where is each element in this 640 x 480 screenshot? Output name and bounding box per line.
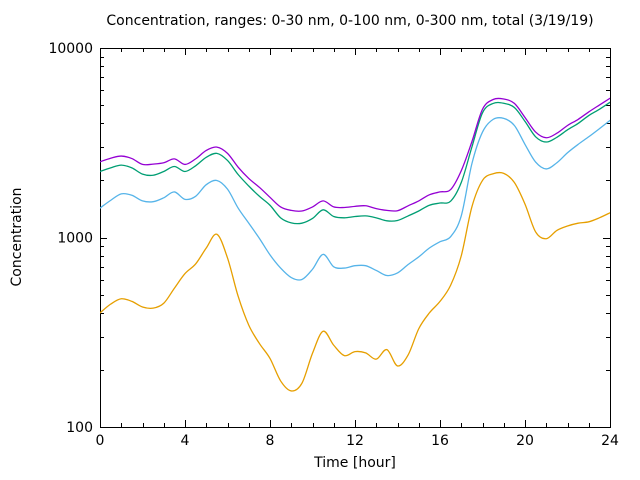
x-tick-label: 8 [266,433,275,449]
y-tick-label: 10000 [48,41,93,57]
x-tick-label: 20 [516,433,534,449]
series-line-0-100-nm [100,117,610,281]
y-tick-label: 100 [66,420,93,436]
plot-frame [100,48,611,428]
x-tick-label: 24 [601,433,619,449]
x-tick-label: 12 [346,433,364,449]
series-line-0-30-nm [100,171,610,392]
chart-title: Concentration, ranges: 0-30 nm, 0-100 nm… [106,13,594,29]
x-tick-label: 4 [181,433,190,449]
x-tick-label: 16 [431,433,449,449]
y-axis-label: Concentration [9,187,25,287]
x-tick-label: 0 [96,433,105,449]
series-line-0-300-nm [100,101,610,225]
x-axis-label: Time [hour] [314,455,396,471]
series-line-total [100,97,610,212]
y-tick-label: 1000 [57,231,93,247]
